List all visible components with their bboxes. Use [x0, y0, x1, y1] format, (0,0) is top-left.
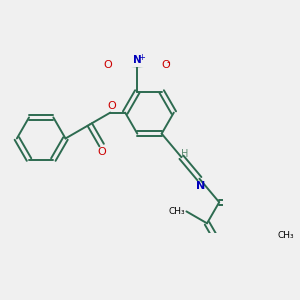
- Text: N: N: [133, 55, 142, 65]
- Text: CH₃: CH₃: [169, 207, 185, 216]
- Text: O: O: [103, 60, 112, 70]
- Text: +: +: [139, 53, 145, 62]
- Text: CH₃: CH₃: [278, 231, 294, 240]
- Text: -: -: [167, 58, 170, 68]
- Text: O: O: [107, 101, 116, 111]
- Text: O: O: [97, 147, 106, 157]
- Text: H: H: [181, 149, 188, 159]
- Text: N: N: [196, 181, 205, 191]
- Text: O: O: [162, 60, 171, 70]
